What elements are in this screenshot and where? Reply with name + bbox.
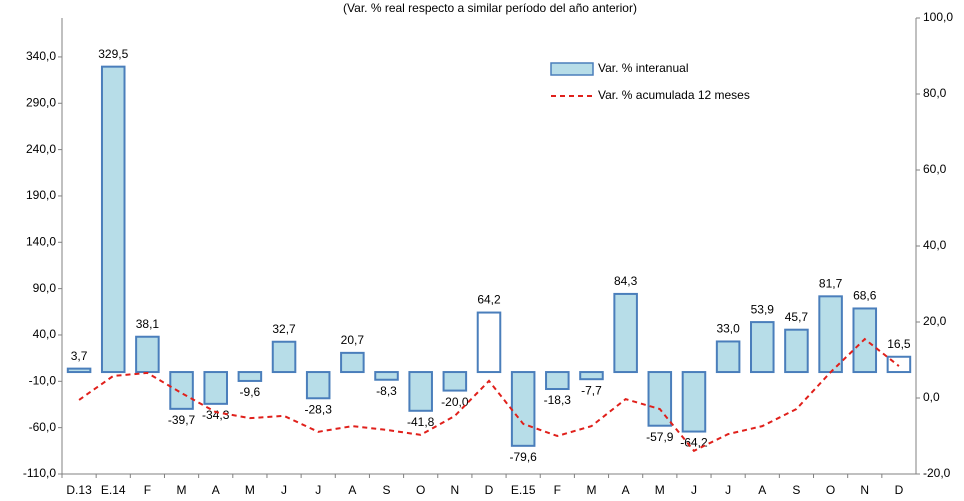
legend-swatch	[550, 62, 594, 76]
x-tick-label: S	[383, 483, 391, 497]
x-tick-label: E.14	[101, 483, 126, 497]
value-label: -28,3	[305, 402, 333, 416]
bar	[203, 371, 228, 405]
value-label: 32,7	[272, 322, 296, 336]
y2-tick-label: 40,0	[923, 238, 947, 252]
x-tick-label: O	[826, 483, 835, 497]
y-tick-label: 90,0	[33, 281, 57, 295]
x-tick-label: A	[758, 483, 766, 497]
bar	[135, 335, 160, 374]
value-label: 84,3	[614, 274, 638, 288]
bar	[784, 328, 809, 374]
y2-tick-label: 60,0	[923, 162, 947, 176]
y2-tick-label: 20,0	[923, 314, 947, 328]
value-label: 53,9	[751, 302, 775, 316]
value-label: -79,6	[509, 450, 537, 464]
value-label: 64,2	[477, 293, 501, 307]
x-tick-label: F	[144, 483, 151, 497]
y-tick-label: 240,0	[26, 142, 56, 156]
value-label: 38,1	[136, 317, 160, 331]
value-label: -34,3	[202, 408, 230, 422]
x-tick-label: O	[416, 483, 425, 497]
bar	[750, 321, 775, 374]
bar	[442, 371, 468, 392]
bar	[66, 367, 92, 374]
x-tick-label: A	[212, 483, 220, 497]
x-tick-label: A	[622, 483, 630, 497]
bar	[237, 371, 263, 382]
bar	[545, 371, 570, 391]
bar	[476, 311, 502, 374]
bar	[647, 371, 673, 427]
y-tick-label: -110,0	[23, 466, 56, 480]
line	[78, 337, 900, 453]
y-tick-label: 340,0	[26, 49, 56, 63]
y-tick-label: 290,0	[26, 95, 56, 109]
y-tick-label: 140,0	[26, 234, 56, 248]
bar	[374, 371, 399, 381]
bar	[715, 340, 741, 374]
value-label: -7,7	[581, 383, 602, 397]
value-label: 45,7	[785, 310, 809, 324]
bar	[340, 351, 365, 374]
y-tick-label: -60,0	[29, 420, 57, 434]
bar	[681, 371, 707, 433]
y-tick-label: -10,0	[29, 373, 57, 387]
value-label: -57,9	[646, 430, 674, 444]
value-label: 68,6	[853, 289, 877, 303]
value-label: 3,7	[71, 349, 88, 363]
x-tick-label: J	[281, 483, 287, 497]
value-label: -64,2	[680, 436, 708, 450]
x-tick-label: D.13	[66, 483, 92, 497]
legend-label: Var. % interanual	[598, 61, 689, 75]
x-tick-label: D	[895, 483, 904, 497]
x-tick-label: N	[451, 483, 460, 497]
bar	[305, 371, 331, 400]
x-tick-label: M	[177, 483, 187, 497]
x-tick-label: J	[725, 483, 731, 497]
x-tick-label: M	[655, 483, 665, 497]
x-tick-label: A	[348, 483, 356, 497]
bar	[100, 65, 126, 374]
x-tick-label: J	[315, 483, 321, 497]
bar	[510, 371, 536, 447]
bar	[613, 292, 638, 374]
y2-tick-label: 0,0	[923, 390, 940, 404]
bar	[408, 371, 433, 412]
legend-label: Var. % acumulada 12 meses	[598, 88, 750, 102]
y2-tick-label: -20,0	[923, 466, 951, 480]
bar	[169, 371, 194, 410]
x-tick-label: E.15	[511, 483, 536, 497]
x-tick-label: M	[586, 483, 596, 497]
bar	[271, 340, 297, 374]
y-tick-label: 190,0	[26, 188, 56, 202]
value-label: -9,6	[240, 385, 261, 399]
x-tick-label: N	[860, 483, 869, 497]
y-tick-label: 40,0	[33, 327, 57, 341]
chart-subtitle: (Var. % real respecto a similar período …	[343, 1, 637, 15]
x-tick-label: D	[485, 483, 494, 497]
y2-tick-label: 80,0	[923, 86, 947, 100]
value-label: -20,0	[441, 395, 469, 409]
value-label: 81,7	[819, 276, 843, 290]
value-label: -18,3	[544, 393, 572, 407]
bar	[579, 371, 604, 381]
bar	[818, 295, 843, 374]
x-tick-label: F	[554, 483, 561, 497]
value-label: 20,7	[341, 333, 365, 347]
x-tick-label: M	[245, 483, 255, 497]
value-label: -39,7	[168, 413, 196, 427]
y2-tick-label: 100,0	[923, 10, 953, 24]
value-label: 33,0	[716, 322, 740, 336]
x-tick-label: S	[792, 483, 800, 497]
value-label: -41,8	[407, 415, 435, 429]
value-label: 329,5	[98, 47, 128, 61]
x-tick-label: J	[691, 483, 697, 497]
value-label: 16,5	[887, 337, 911, 351]
value-label: -8,3	[376, 384, 397, 398]
